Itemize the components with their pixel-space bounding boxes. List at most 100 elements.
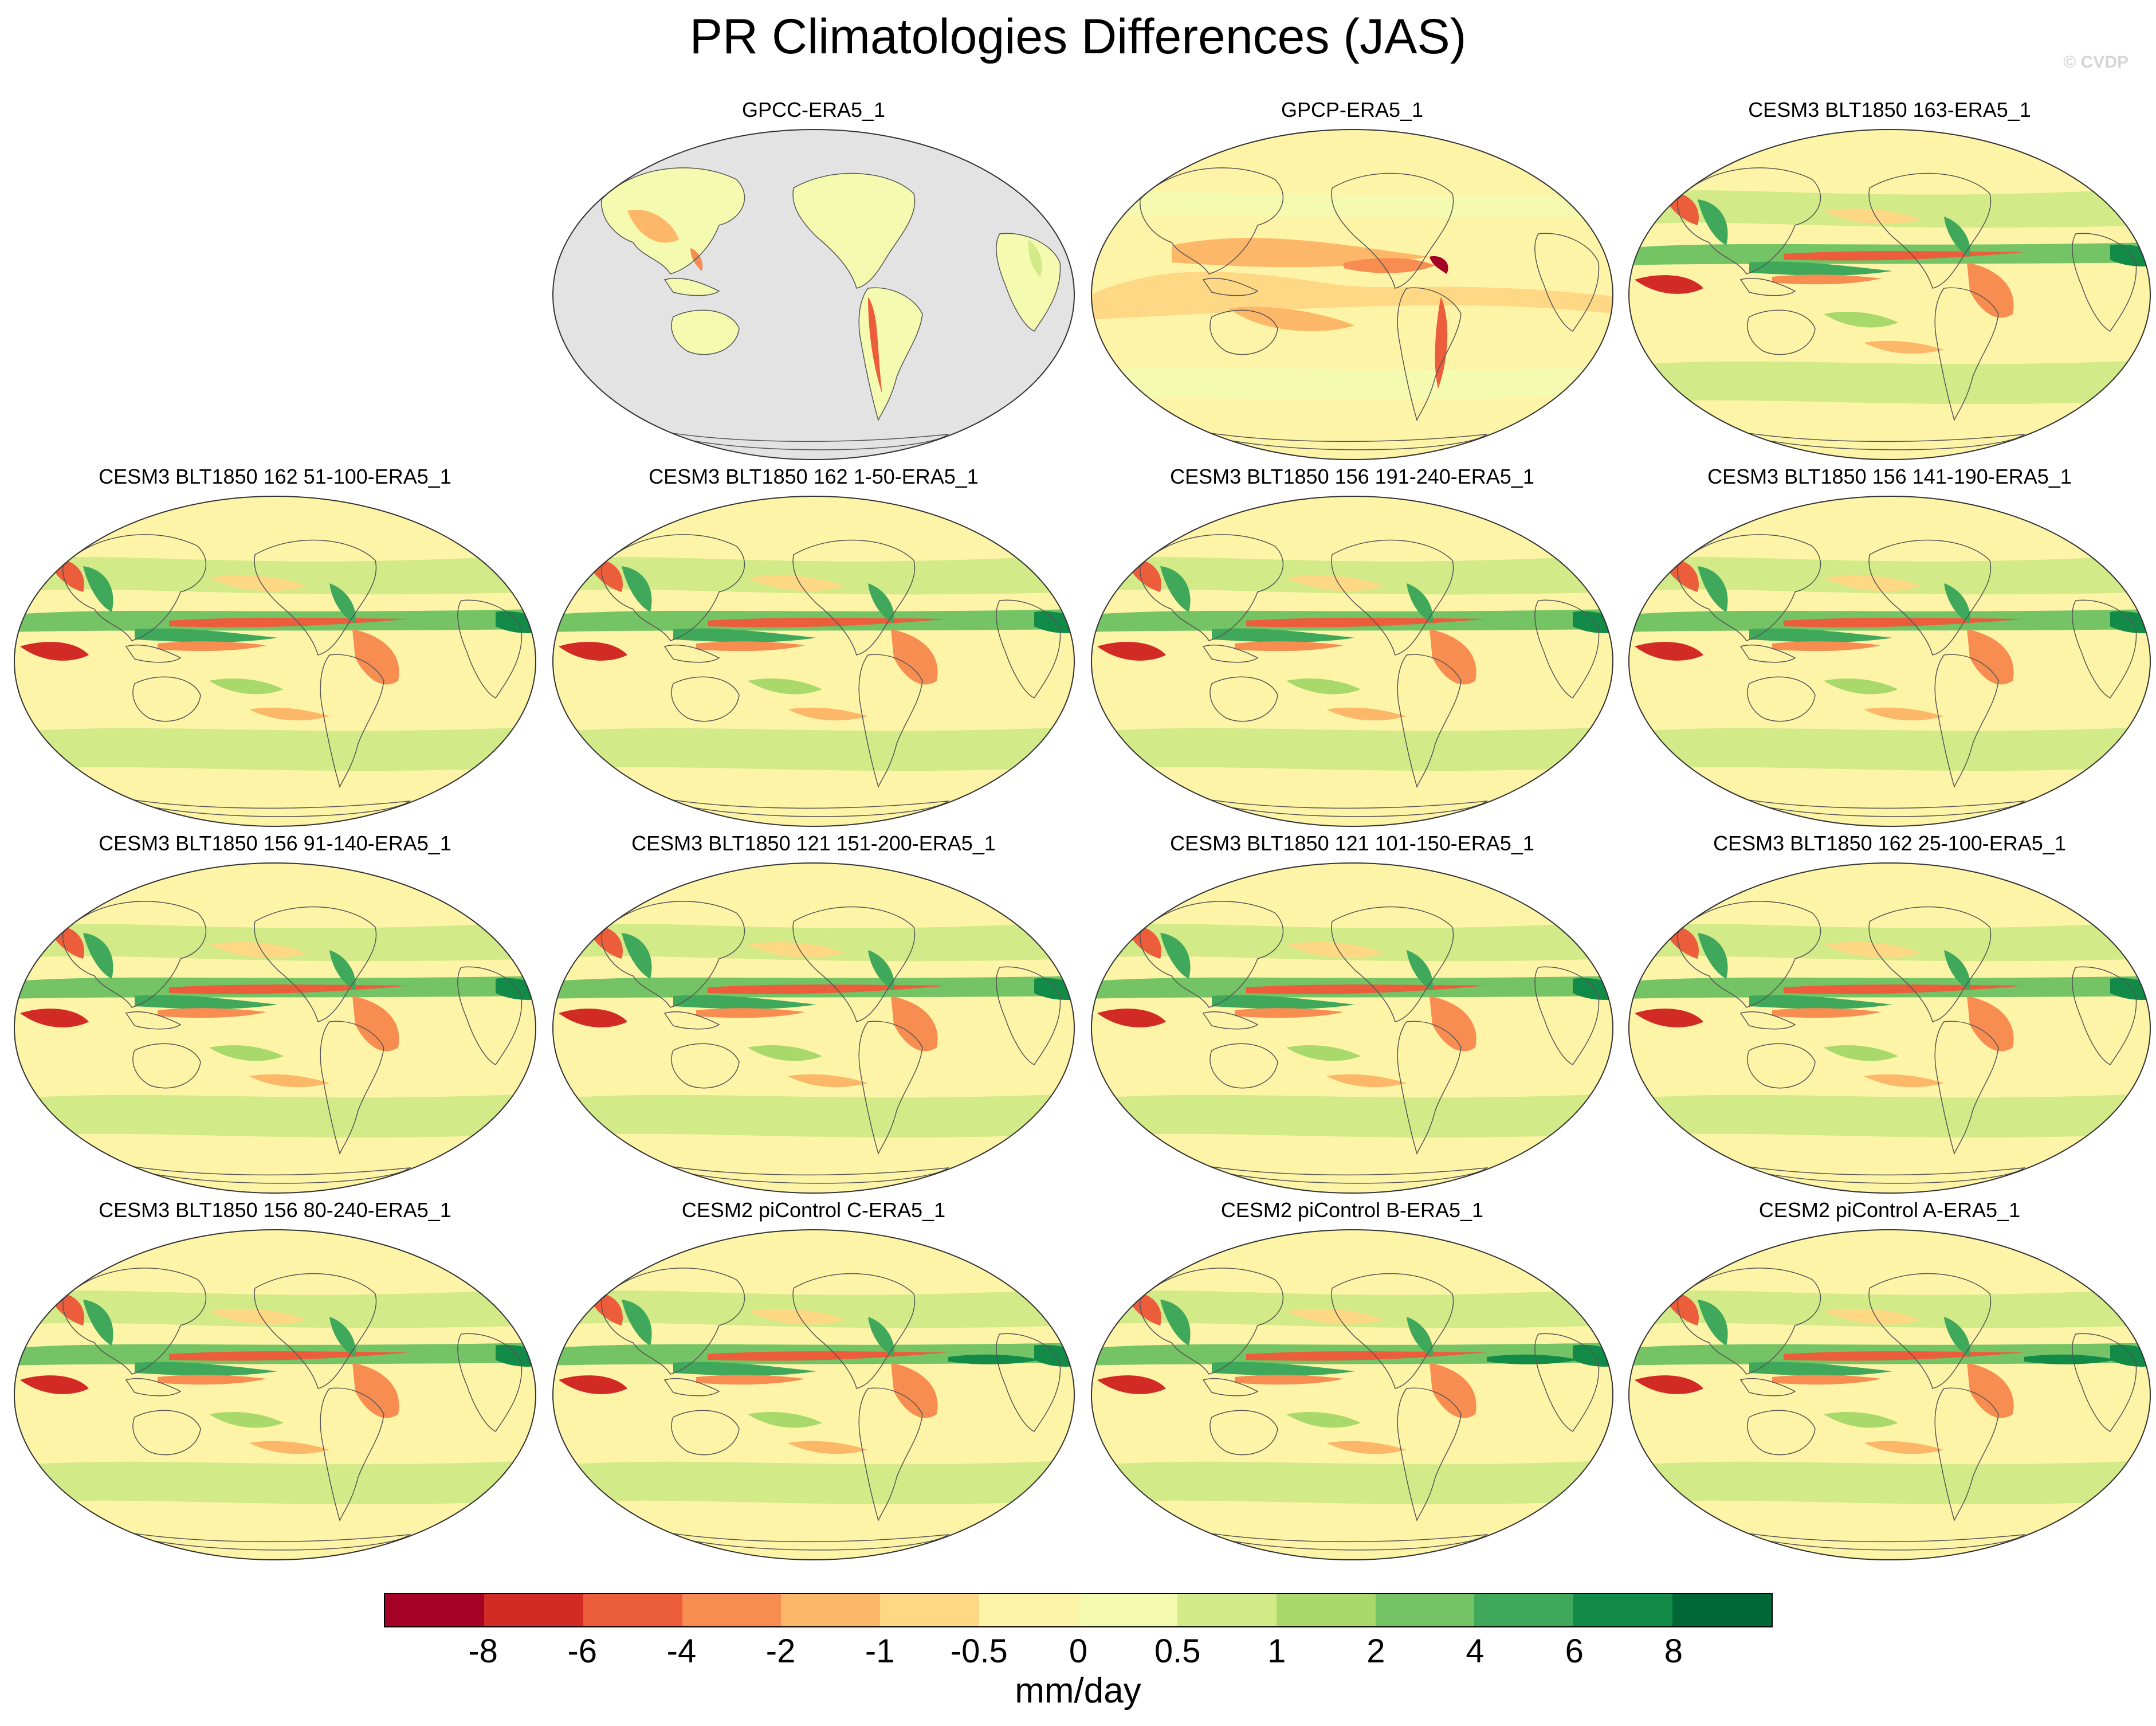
coastline-antarctica — [644, 428, 950, 450]
anomaly-region — [1824, 208, 1921, 225]
coastline-africa — [1534, 233, 1600, 332]
map-border — [552, 129, 1075, 460]
panel-title: CESM3 BLT1850 156 80-240-ERA5_1 — [99, 1198, 451, 1222]
anomaly-region — [673, 1362, 816, 1376]
anomaly-region — [83, 1300, 113, 1346]
panel-title: CESM2 piControl B-ERA5_1 — [1220, 1198, 1484, 1222]
anomaly-region — [1967, 262, 2014, 318]
anomaly-region — [352, 1363, 399, 1418]
anomaly-region — [169, 618, 410, 627]
anomaly-region — [622, 566, 652, 612]
anomaly-region — [788, 707, 868, 721]
coastline-maritime — [1739, 1011, 1796, 1030]
anomaly-region — [1487, 1354, 1578, 1364]
anomaly-region — [891, 1363, 938, 1418]
anomaly-region — [553, 1288, 1074, 1328]
coastline-samerica — [1397, 654, 1462, 789]
anomaly-region — [83, 933, 113, 979]
anomaly-region — [1864, 340, 1944, 354]
map-border — [1628, 1229, 2151, 1560]
map-border — [1091, 862, 1613, 1194]
coastline-asia — [601, 1268, 745, 1375]
world-map — [552, 496, 1075, 827]
coastline-maritime — [125, 1011, 182, 1030]
anomaly-region — [20, 642, 89, 661]
anomaly-region — [1629, 1288, 2150, 1328]
colorbar-swatch — [484, 1594, 583, 1626]
coastline-maritime — [1739, 644, 1796, 663]
coastline-antarctica — [1183, 1162, 1489, 1184]
map-border — [1091, 1229, 1613, 1560]
coastline-antarctica — [1720, 1528, 2026, 1551]
anomaly-region — [329, 1317, 356, 1357]
map-border — [552, 1229, 1075, 1560]
coastline-samerica — [320, 654, 384, 789]
coastline-namerica — [1868, 539, 1992, 656]
anomaly-region — [553, 1093, 1074, 1138]
anomaly-region — [1698, 1300, 1728, 1346]
anomaly-region — [788, 1441, 868, 1454]
coastline-antarctica — [1720, 428, 2026, 450]
anomaly-region — [1824, 1411, 1898, 1428]
anomaly-region — [622, 1300, 652, 1346]
anomaly-region — [1286, 1045, 1361, 1061]
anomaly-region — [1864, 707, 1944, 721]
map-field — [1091, 496, 1613, 826]
coastline-australia — [1747, 1043, 1816, 1089]
anomaly-region — [1824, 1308, 1921, 1325]
colorbar-swatch — [1672, 1594, 1772, 1626]
map-field — [553, 130, 1074, 460]
coastline-namerica — [1868, 906, 1992, 1022]
coastline-australia — [1209, 1043, 1278, 1089]
anomaly-region — [1212, 628, 1355, 642]
coastline-samerica — [320, 1021, 384, 1155]
coastline-samerica — [858, 1387, 923, 1522]
world-map — [14, 496, 536, 827]
anomaly-region — [1749, 1362, 1892, 1376]
anomaly-region — [1967, 1363, 2014, 1418]
anomaly-region — [1435, 297, 1448, 389]
anomaly-region — [20, 1009, 89, 1027]
world-map — [552, 862, 1075, 1194]
anomaly-region — [673, 995, 816, 1009]
colorbar-tick-label: -1 — [865, 1633, 895, 1670]
anomaly-region — [748, 942, 845, 958]
map-field — [1629, 1230, 2150, 1560]
anomaly-region — [1246, 618, 1487, 627]
colorbar-swatch — [1078, 1594, 1177, 1626]
coastline-maritime — [663, 277, 720, 296]
map-field — [553, 1230, 1074, 1560]
colorbar-tick-label: -4 — [666, 1633, 697, 1670]
anomaly-region — [696, 1375, 805, 1385]
map-border — [1628, 862, 2151, 1194]
anomaly-region — [1430, 1363, 1476, 1418]
anomaly-region — [249, 1441, 329, 1454]
anomaly-region — [1212, 1362, 1355, 1376]
anomaly-region — [1326, 707, 1407, 721]
coastline-maritime — [1739, 1378, 1796, 1397]
map-border — [1091, 129, 1613, 460]
world-map — [1628, 862, 2151, 1194]
anomaly-region — [1097, 1009, 1166, 1027]
world-map — [552, 1229, 1075, 1560]
panel-title: GPCC-ERA5_1 — [741, 98, 886, 121]
anomaly-region — [1784, 618, 2024, 627]
anomaly-region — [1091, 1288, 1613, 1328]
anomaly-region — [1772, 1008, 1881, 1018]
anomaly-region — [1698, 933, 1728, 979]
coastline-africa — [1534, 599, 1600, 699]
map-border — [14, 1229, 536, 1560]
coastline-antarctica — [644, 795, 950, 817]
coastline-africa — [457, 1333, 523, 1432]
coastline-asia — [1677, 1268, 1821, 1375]
anomaly-region — [1784, 984, 2024, 994]
map-panel: CESM3 BLT1850 156 91-140-ERA5_1 — [9, 831, 541, 1198]
land-namerica — [793, 173, 915, 288]
map-border — [14, 862, 536, 1194]
coastline-australia — [1747, 1410, 1816, 1456]
anomaly-region — [748, 1308, 845, 1325]
colorbar-swatch — [781, 1594, 881, 1626]
coastline-antarctica — [105, 1528, 411, 1551]
map-field — [14, 496, 536, 826]
coastline-maritime — [1739, 277, 1796, 296]
